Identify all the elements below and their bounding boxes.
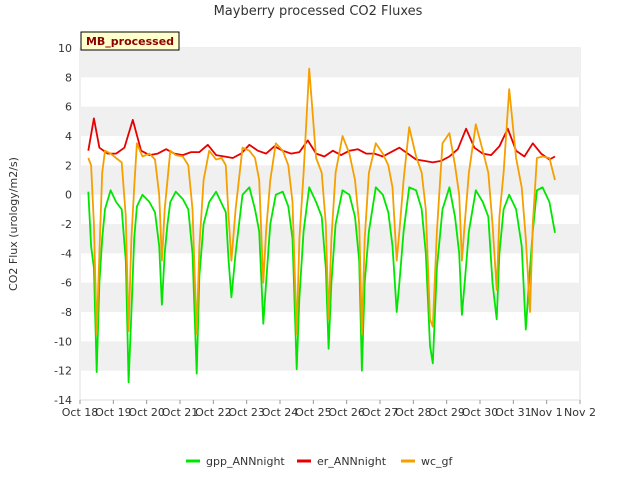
series-line-er_ANNnight xyxy=(87,117,556,164)
x-tick-label: Oct 31 xyxy=(495,406,532,419)
y-tick-label: 6 xyxy=(65,101,72,114)
x-tick-label: Oct 24 xyxy=(262,406,299,419)
x-tick-label: Oct 25 xyxy=(295,406,332,419)
x-tick-label: Oct 19 xyxy=(95,406,132,419)
x-tick-label: Oct 23 xyxy=(228,406,265,419)
y-tick-label: -4 xyxy=(61,247,72,260)
x-tick-label: Oct 22 xyxy=(195,406,232,419)
x-tick-label: Oct 28 xyxy=(395,406,432,419)
legend-label: er_ANNnight xyxy=(317,455,387,468)
badge: MB_processed xyxy=(80,31,180,51)
y-tick-label: -2 xyxy=(61,218,72,231)
x-tick-label: Oct 26 xyxy=(328,406,365,419)
badge-label: MB_processed xyxy=(86,35,174,48)
chart-title: Mayberry processed CO2 Fluxes xyxy=(214,4,423,19)
grid-band xyxy=(80,224,580,254)
legend-label: wc_gf xyxy=(421,455,454,468)
y-tick-label: -6 xyxy=(61,277,72,290)
grid-band xyxy=(80,165,580,195)
x-tick-label: Oct 18 xyxy=(62,406,99,419)
series-line-wc_gf xyxy=(87,67,556,335)
y-tick-label: 0 xyxy=(65,189,72,202)
legend: gpp_ANNnight er_ANNnight wc_gf xyxy=(186,455,454,468)
y-axis-ticks: -14 -12 -10 -8 -6 -4 -2 0 2 4 6 8 10 xyxy=(54,42,72,407)
grid-band xyxy=(80,48,580,78)
grid-bands xyxy=(79,47,581,401)
y-axis-label: CO2 Flux (urology/m2/s) xyxy=(7,157,20,291)
grid-band xyxy=(80,341,580,371)
x-tick-label: Oct 29 xyxy=(428,406,465,419)
grid-band xyxy=(80,106,580,136)
badge-box xyxy=(80,31,180,51)
y-tick-label: 10 xyxy=(58,42,72,55)
series-line-gpp_ANNnight xyxy=(87,186,556,384)
y-tick-label: -12 xyxy=(54,365,72,378)
x-tick-label: Nov 1 xyxy=(531,406,563,419)
y-tick-label: -8 xyxy=(61,306,72,319)
x-tick-label: Nov 2 xyxy=(564,406,596,419)
x-tick-label: Oct 21 xyxy=(162,406,199,419)
y-tick-label: 4 xyxy=(65,130,72,143)
x-tick-label: Oct 20 xyxy=(128,406,165,419)
legend-label: gpp_ANNnight xyxy=(206,455,285,468)
x-tick-label: Oct 30 xyxy=(462,406,499,419)
series-lines xyxy=(87,67,556,384)
y-tick-label: -10 xyxy=(54,335,72,348)
y-tick-label: 2 xyxy=(65,159,72,172)
x-tick-label: Oct 27 xyxy=(362,406,399,419)
y-tick-label: -14 xyxy=(54,394,72,407)
y-tick-label: 8 xyxy=(65,71,72,84)
